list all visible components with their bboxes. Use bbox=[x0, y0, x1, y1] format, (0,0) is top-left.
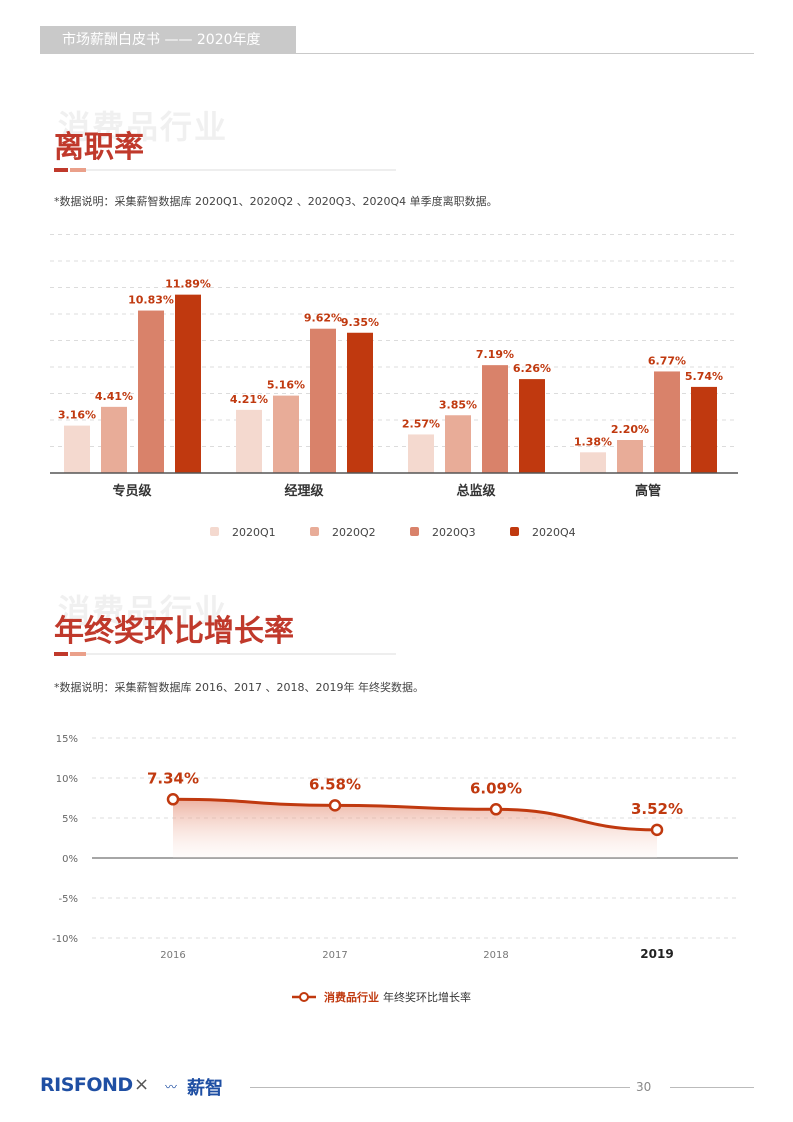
x-tick-label: 2017 bbox=[322, 950, 347, 961]
header-divider bbox=[296, 53, 754, 54]
bar bbox=[654, 371, 680, 473]
section2-ghost-text: 消费品行业 bbox=[58, 592, 229, 630]
point-value-label: 3.52% bbox=[631, 800, 683, 818]
section1-note: *数据说明：采集薪智数据库 2020Q1、2020Q2 、2020Q3、2020… bbox=[54, 195, 498, 208]
bar-value-label: 6.26% bbox=[513, 362, 551, 375]
page-number: 30 bbox=[636, 1080, 652, 1094]
bar-value-label: 5.74% bbox=[685, 370, 723, 383]
bar bbox=[347, 332, 373, 473]
bar bbox=[175, 294, 201, 473]
bar bbox=[236, 409, 262, 473]
bar-value-label: 1.38% bbox=[574, 435, 612, 448]
legend-label: 2020Q4 bbox=[532, 526, 576, 539]
legend-label: 2020Q1 bbox=[232, 526, 276, 539]
section2-accent-dark bbox=[54, 652, 68, 656]
series-line bbox=[172, 797, 658, 832]
legend-swatch bbox=[210, 527, 219, 536]
y-tick-label: 10% bbox=[56, 774, 78, 785]
times-icon: × bbox=[134, 1074, 150, 1095]
bar-value-label: 2.20% bbox=[611, 423, 649, 436]
point-value-label: 7.34% bbox=[147, 769, 199, 787]
legend-label: 消费品行业 年终奖环比增长率 bbox=[324, 990, 471, 1004]
legend-swatch bbox=[410, 527, 419, 536]
bar-value-label: 7.19% bbox=[476, 348, 514, 361]
bar bbox=[273, 395, 299, 473]
section2-note: *数据说明：采集薪智数据库 2016、2017 、2018、2019年 年终奖数… bbox=[54, 681, 424, 694]
footer-divider-right bbox=[670, 1087, 754, 1088]
x-tick-label: 2018 bbox=[483, 950, 508, 961]
bar-value-label: 10.83% bbox=[128, 294, 174, 307]
bar-value-label: 9.62% bbox=[304, 312, 342, 325]
risfond-logo: RISFOND bbox=[40, 1074, 133, 1096]
bar bbox=[310, 328, 336, 473]
legend-swatch bbox=[310, 527, 319, 536]
header-bar: 市场薪酬白皮书 —— 2020年度 bbox=[40, 26, 296, 54]
y-tick-label: 15% bbox=[56, 734, 78, 745]
turnover-bar-chart: 3.16% 4.41% 10.83% 11.89% 专员级 4.21%5.16% 9.62%… bbox=[50, 234, 738, 539]
bar bbox=[101, 406, 127, 473]
section1-underline bbox=[86, 169, 396, 171]
legend-marker bbox=[299, 992, 309, 1002]
y-tick-label: 0% bbox=[62, 854, 78, 865]
xinzhi-logo: 薪智 bbox=[187, 1078, 223, 1099]
bonus-growth-line-chart: 15% 10% 5% 0% -5% -10% 7.34% 2016 6.58% 2017 6.09%… bbox=[52, 734, 738, 1004]
legend-label: 2020Q3 bbox=[432, 526, 476, 539]
data-point bbox=[166, 793, 180, 806]
category-label: 高管 bbox=[635, 483, 661, 499]
bar-value-label: 3.85% bbox=[439, 398, 477, 411]
section2-title: 年终奖环比增长率 bbox=[54, 614, 294, 649]
section1-accent-light bbox=[70, 168, 86, 172]
bar bbox=[138, 310, 164, 473]
point-value-label: 6.09% bbox=[470, 779, 522, 797]
section1-accent-dark bbox=[54, 168, 68, 172]
line-area bbox=[173, 799, 657, 858]
wave-icon: 〰 bbox=[165, 1080, 178, 1094]
bar-value-label: 11.89% bbox=[165, 278, 211, 291]
bar bbox=[482, 365, 508, 473]
bar-value-label: 3.16% bbox=[58, 409, 96, 422]
bar-value-label: 6.77% bbox=[648, 354, 686, 367]
x-tick-label: 2016 bbox=[160, 950, 185, 961]
data-point bbox=[650, 823, 664, 837]
bar-value-label: 5.16% bbox=[267, 379, 305, 392]
bar bbox=[519, 379, 545, 473]
section2-underline bbox=[86, 653, 396, 655]
bar-value-label: 9.35% bbox=[341, 316, 379, 329]
category-label: 经理级 bbox=[284, 483, 324, 499]
bar-value-label: 4.21% bbox=[230, 393, 268, 406]
bar bbox=[617, 440, 643, 473]
section1-title: 离职率 bbox=[54, 130, 144, 165]
category-label: 专员级 bbox=[112, 483, 152, 499]
data-point bbox=[328, 799, 342, 812]
y-tick-label: -5% bbox=[59, 894, 78, 905]
bar-value-label: 4.41% bbox=[95, 390, 133, 403]
bar bbox=[64, 425, 90, 473]
category-label: 总监级 bbox=[456, 483, 496, 499]
bar bbox=[408, 434, 434, 473]
footer-divider-left bbox=[250, 1087, 630, 1088]
bar bbox=[445, 415, 471, 473]
bar bbox=[691, 386, 717, 473]
y-tick-label: -10% bbox=[52, 934, 78, 945]
section1-ghost-text: 消费品行业 bbox=[58, 108, 229, 146]
y-tick-label: 5% bbox=[62, 814, 78, 825]
header-title: 市场薪酬白皮书 —— 2020年度 bbox=[62, 32, 261, 48]
bar-value-label: 2.57% bbox=[402, 417, 440, 430]
data-point bbox=[489, 803, 503, 816]
bar bbox=[580, 452, 606, 473]
legend-label: 2020Q2 bbox=[332, 526, 376, 539]
section2-accent-light bbox=[70, 652, 86, 656]
legend-swatch bbox=[510, 527, 519, 536]
point-value-label: 6.58% bbox=[309, 775, 361, 793]
x-tick-label: 2019 bbox=[640, 947, 673, 961]
